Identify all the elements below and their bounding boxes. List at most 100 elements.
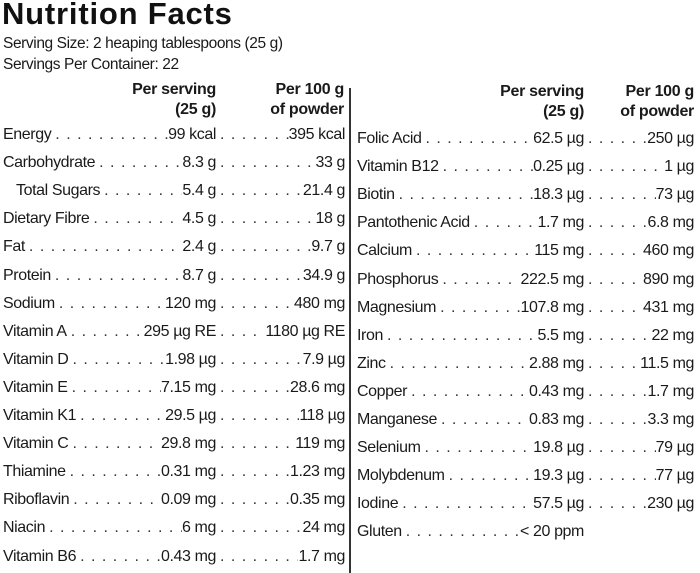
dot-leader: [445, 465, 533, 487]
dot-leader: [100, 180, 182, 202]
nutrient-row: Dietary Fibre 4.5 g 18 g: [3, 208, 345, 230]
dot-leader: [95, 152, 182, 174]
nutrient-serving-cell: Zinc 2.88 mg: [357, 353, 584, 375]
nutrient-row: Copper 0.43 mg 1.7 mg: [357, 381, 694, 403]
dot-leader: [437, 409, 529, 431]
dot-leader: [584, 353, 640, 375]
nutrient-name: Riboflavin: [3, 491, 70, 509]
nutrient-serving-cell: Total Sugars 5.4 g: [3, 180, 216, 202]
nutrient-row: Gluten < 20 ppm: [357, 521, 584, 543]
per-100g-value: 395 kcal: [288, 126, 345, 143]
dot-leader: [398, 493, 533, 515]
nutrient-name: Iron: [357, 326, 383, 344]
per-100g-value: 480 mg: [294, 294, 345, 312]
nutrient-per100-cell: 460 mg: [584, 240, 694, 262]
nutrient-row: Phosphorus 222.5 mg 890 mg: [357, 269, 694, 291]
nutrient-serving-cell: Magnesium 107.8 mg: [357, 297, 584, 319]
nutrient-row: Iodine 57.5 µg 230 µg: [357, 493, 694, 515]
nutrient-row: Riboflavin 0.09 mg 0.35 mg: [3, 489, 345, 511]
dot-leader: [216, 124, 289, 146]
nutrient-row: Vitamin K1 29.5 µg 118 µg: [3, 405, 345, 427]
dot-leader: [395, 184, 533, 206]
nutrient-name: Vitamin D: [3, 350, 69, 368]
per-100g-value: 77 µg: [655, 467, 694, 485]
dot-leader: [584, 409, 647, 431]
dot-leader: [584, 240, 643, 262]
nutrient-per100-cell: 33 g: [216, 152, 345, 174]
per-serving-value: 19.8 µg: [533, 439, 584, 457]
nutrient-name: Iodine: [357, 495, 399, 513]
nutrient-per100-cell: 1180 µg RE: [216, 321, 345, 343]
nutrient-name: Energy: [3, 126, 52, 143]
nutrient-per100-cell: 480 mg: [216, 293, 345, 315]
dot-leader: [386, 353, 529, 375]
nutrient-per100-cell: 1.7 mg: [584, 381, 694, 403]
nutrient-serving-cell: Calcium 115 mg: [357, 240, 584, 262]
per-serving-value: 7.15 mg: [160, 378, 216, 396]
nutrient-serving-cell: Carbohydrate 8.3 g: [3, 152, 216, 174]
per-serving-value: 8.3 g: [182, 154, 216, 172]
per-100g-value: 34.9 g: [302, 266, 345, 284]
per-serving-value: 5.5 mg: [537, 326, 584, 344]
dot-leader: [51, 124, 168, 146]
nutrient-per100-cell: 1.23 mg: [216, 461, 345, 483]
left-header-per-serving: Per serving (25 g): [100, 80, 216, 120]
nutrient-per100-cell: 18 g: [216, 208, 345, 230]
nutrient-serving-cell: Energy 99 kcal: [3, 124, 216, 146]
nutrient-per100-cell: 118 µg: [216, 405, 345, 427]
per-serving-value: 29.5 µg: [165, 407, 216, 424]
nutrient-per100-cell: 7.9 µg: [216, 349, 345, 371]
column-divider: [349, 88, 351, 573]
nutrient-per100-cell: 119 mg: [216, 433, 345, 455]
right-header-per-100g: Per 100 g of powder: [586, 82, 694, 122]
nutrient-row: Niacin 6 mg 24 mg: [3, 517, 345, 539]
nutrient-name: Zinc: [357, 354, 386, 372]
dot-leader: [216, 321, 265, 343]
per-serving-value: 4.5 g: [182, 210, 216, 228]
per-100g-value: 118 µg: [299, 407, 345, 424]
nutrient-per100-cell: 0.35 mg: [216, 489, 345, 511]
nutrient-serving-cell: Vitamin E 7.15 mg: [3, 377, 216, 399]
nutrient-name: Vitamin A: [3, 322, 67, 340]
nutrient-serving-cell: Gluten < 20 ppm: [357, 521, 584, 543]
per-serving-value: 120 mg: [165, 294, 216, 312]
nutrient-per100-cell: 3.3 mg: [584, 409, 694, 431]
nutrient-name: Molybdenum: [357, 467, 445, 485]
nutrient-serving-cell: Biotin 18.3 µg: [357, 184, 584, 206]
nutrient-per100-cell: 34.9 g: [216, 265, 345, 287]
per-100g-value: 1 µg: [664, 158, 694, 176]
nutrient-name: Gluten: [357, 523, 402, 541]
left-header-per-100g: Per 100 g of powder: [236, 80, 344, 120]
per-100g-value: 11.5 mg: [640, 354, 694, 372]
nutrient-serving-cell: Niacin 6 mg: [3, 517, 216, 539]
nutrient-name: Vitamin E: [3, 378, 68, 396]
nutrient-per100-cell: 77 µg: [584, 465, 694, 487]
nutrient-serving-cell: Manganese 0.83 mg: [357, 409, 584, 431]
per-100g-value: 18 g: [315, 210, 345, 228]
per-serving-value: < 20 ppm: [520, 523, 584, 541]
nutrient-name: Manganese: [357, 411, 438, 428]
per-serving-value: 5.4 g: [182, 182, 216, 200]
page-title: Nutrition Facts: [2, 0, 233, 31]
per-100g-value: 1.23 mg: [289, 463, 345, 481]
nutrient-per100-cell: 1 µg: [584, 156, 694, 178]
per-serving-value: 0.43 mg: [528, 382, 584, 400]
nutrient-row: Calcium 115 mg 460 mg: [357, 240, 694, 262]
nutrient-per100-cell: 6.8 mg: [584, 212, 694, 234]
dot-leader: [68, 349, 165, 371]
dot-leader: [68, 377, 161, 399]
dot-leader: [76, 405, 165, 427]
nutrient-serving-cell: Dietary Fibre 4.5 g: [3, 208, 216, 230]
per-100g-value: 1180 µg RE: [265, 322, 345, 340]
per-100g-value: 33 g: [315, 154, 345, 172]
nutrient-name: Carbohydrate: [3, 154, 96, 172]
dot-leader: [89, 208, 182, 230]
nutrient-row: Pantothenic Acid 1.7 mg 6.8 mg: [357, 212, 694, 234]
nutrient-serving-cell: Copper 0.43 mg: [357, 381, 584, 403]
nutrient-per100-cell: 73 µg: [584, 184, 694, 206]
serving-size: Serving Size: 2 heaping tablespoons (25 …: [3, 35, 283, 52]
dot-leader: [76, 546, 161, 568]
per-serving-value: 99 kcal: [168, 126, 216, 143]
nutrient-per100-cell: 1.7 mg: [216, 546, 345, 568]
nutrient-row: Iron 5.5 mg 22 mg: [357, 325, 694, 347]
